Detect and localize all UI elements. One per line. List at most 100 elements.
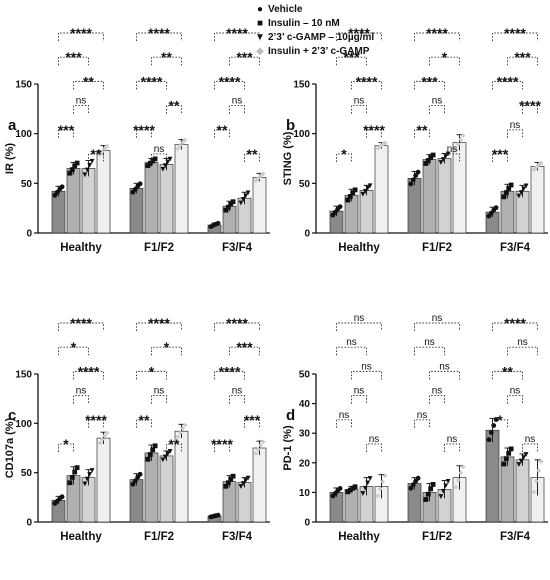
legend-item-vehicle: ● Vehicle — [252, 2, 374, 16]
significance-label: ** — [502, 363, 513, 379]
data-point-square — [69, 167, 75, 173]
data-point-diamond — [260, 171, 266, 177]
significance-label: ns — [510, 386, 521, 397]
y-tick-label: 0 — [26, 518, 32, 529]
data-point-triangle — [516, 462, 522, 467]
significance-bracket — [414, 80, 445, 90]
panel-letter: a — [8, 117, 17, 134]
x-category-label: F3/F4 — [222, 531, 253, 543]
data-point-circle — [486, 437, 492, 443]
data-point-square — [430, 482, 436, 487]
data-point-square — [67, 480, 73, 486]
y-tick-label: 50 — [299, 370, 311, 381]
data-point-diamond — [97, 440, 103, 446]
significance-label: ns — [439, 361, 450, 372]
data-point-triangle — [365, 185, 371, 191]
data-point-diamond — [533, 478, 539, 484]
bar — [144, 162, 159, 234]
data-point-square — [423, 161, 429, 166]
significance-label: * — [341, 146, 347, 162]
significance-bracket — [444, 153, 460, 162]
significance-bracket — [414, 32, 460, 41]
significance-bracket — [88, 153, 104, 162]
bar — [144, 452, 159, 523]
data-point-diamond — [253, 451, 259, 456]
significance-bracket — [351, 370, 382, 380]
significance-label: *** — [514, 49, 531, 65]
data-point-triangle — [240, 197, 246, 202]
significance-bracket — [414, 129, 430, 138]
legend: ● Vehicle ■ Insulin – 10 nM ▼ 2’3’ c-GAM… — [252, 2, 374, 58]
data-point-triangle — [245, 190, 251, 196]
data-point-square — [508, 446, 514, 452]
data-point-diamond — [460, 133, 466, 138]
data-point-triangle — [516, 193, 522, 199]
significance-bracket — [73, 370, 104, 380]
significance-label: ns — [517, 337, 528, 348]
significance-label: * — [497, 412, 503, 428]
data-point-diamond — [453, 146, 459, 152]
significance-bracket — [214, 322, 260, 331]
data-point-square — [428, 155, 434, 160]
data-point-diamond — [455, 141, 461, 147]
bar — [500, 456, 515, 523]
data-point-square — [69, 475, 75, 480]
significance-label: ** — [169, 98, 180, 114]
significance-bracket — [492, 370, 523, 380]
significance-bracket — [73, 395, 89, 404]
bar — [81, 168, 96, 234]
significance-bracket — [229, 346, 260, 356]
significance-label: ns — [424, 337, 435, 348]
data-point-square — [350, 485, 356, 491]
data-point-square — [425, 491, 431, 497]
data-point-square — [72, 163, 78, 169]
x-category-label: F3/F4 — [222, 242, 253, 254]
significance-label: ** — [169, 436, 180, 452]
data-point-triangle — [82, 172, 88, 178]
y-tick-label: 150 — [15, 370, 32, 381]
y-axis-label: PD-1 (%) — [282, 425, 294, 471]
legend-item-combo: ◆ Insulin + 2’3’ c-GAMP — [252, 44, 374, 58]
data-point-diamond — [453, 484, 459, 490]
significance-label: **** — [141, 73, 163, 89]
significance-label: *** — [244, 412, 261, 428]
legend-label-combo: Insulin + 2’3’ c-GAMP — [268, 45, 370, 57]
significance-label: **** — [85, 412, 107, 428]
data-point-diamond — [180, 426, 186, 431]
data-point-triangle — [84, 476, 90, 482]
significance-label: ns — [525, 434, 536, 445]
significance-bracket — [414, 419, 430, 428]
data-point-circle — [493, 205, 499, 211]
data-point-square — [147, 160, 153, 166]
significance-label: ** — [217, 122, 228, 138]
data-point-square — [225, 204, 231, 210]
data-point-diamond — [99, 149, 105, 154]
significance-bracket — [522, 105, 538, 114]
significance-label: ns — [432, 386, 443, 397]
data-point-diamond — [258, 442, 264, 448]
significance-label: *** — [58, 122, 75, 138]
significance-label: * — [164, 339, 170, 355]
data-point-triangle — [89, 158, 95, 164]
data-point-triangle — [362, 188, 368, 194]
data-point-square — [430, 152, 436, 158]
x-category-label: Healthy — [60, 531, 102, 543]
data-point-triangle — [245, 475, 251, 481]
panel-letter: b — [286, 117, 295, 134]
data-point-square — [74, 160, 80, 166]
significance-bracket — [151, 346, 182, 356]
significance-bracket — [366, 129, 382, 138]
data-point-circle — [410, 482, 416, 488]
x-category-label: F3/F4 — [500, 242, 531, 254]
significance-label: **** — [148, 25, 170, 41]
data-point-diamond — [104, 430, 110, 436]
data-point-circle — [59, 184, 65, 190]
data-point-circle — [59, 494, 65, 500]
significance-bracket — [244, 153, 260, 162]
data-point-triangle — [518, 458, 524, 464]
bar — [344, 489, 359, 523]
y-tick-label: 0 — [26, 229, 32, 240]
data-point-diamond — [175, 146, 181, 151]
